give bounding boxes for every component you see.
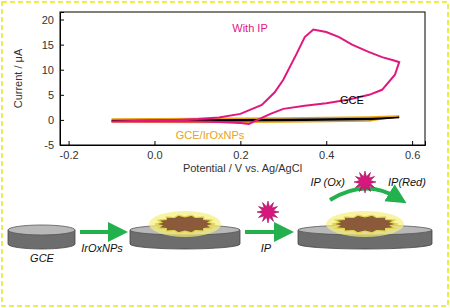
arrow	[245, 230, 284, 234]
x-tick: 0.2	[233, 141, 248, 161]
y-tick-mark	[60, 70, 64, 71]
x-tick-label: 0.2	[233, 149, 248, 161]
x-tick: 0.0	[147, 141, 162, 161]
nanoparticles	[326, 211, 404, 237]
electrode	[8, 225, 75, 249]
series-label: GCE	[340, 94, 364, 106]
arrow	[80, 230, 118, 234]
diagram-label: IP(Red)	[388, 176, 426, 188]
y-tick-mark	[60, 120, 64, 121]
nanoparticle-cluster	[332, 215, 398, 233]
analyte-molecule	[354, 171, 376, 193]
y-tick-label: 5	[48, 89, 54, 101]
x-tick-mark	[412, 141, 413, 145]
electrode-top	[8, 225, 75, 235]
y-tick: 5	[48, 89, 64, 101]
diagram-label: IP (Ox)	[311, 176, 346, 188]
border	[2, 2, 448, 306]
nanoparticle-glow	[326, 211, 404, 237]
figure: -0.2 0.0 0.2 0.4 0.6 -5 0 5 10 15 20 Potential / V …	[0, 0, 450, 308]
y-tick: 10	[42, 64, 64, 76]
y-tick-mark	[60, 45, 64, 46]
cv-curve	[112, 30, 400, 124]
y-tick: -5	[44, 139, 64, 151]
y-tick-label: 15	[42, 39, 54, 51]
diagram: GCE IrOxNPs IP IP (Ox) IP(Red)	[8, 171, 432, 264]
y-axis: -5 0 5 10 15 20	[42, 13, 64, 152]
x-tick: 0.6	[405, 141, 420, 161]
y-tick-mark	[60, 145, 64, 146]
x-tick-mark	[154, 141, 155, 145]
y-tick: 20	[42, 14, 64, 26]
analyte-molecule	[257, 201, 279, 223]
y-axis-line	[61, 13, 65, 146]
diagram-label: IP	[261, 242, 272, 254]
x-tick-label: 0.4	[319, 149, 334, 161]
y-tick-label: 20	[42, 14, 54, 26]
y-tick-label: -5	[44, 139, 54, 151]
nanoparticle-cluster	[155, 215, 215, 233]
x-axis: -0.2 0.0 0.2 0.4 0.6	[60, 141, 426, 161]
series-label: GCE/IrOxNPs	[176, 129, 245, 141]
plot-area	[112, 30, 400, 124]
x-tick: 0.4	[319, 141, 334, 161]
x-tick-mark	[69, 141, 70, 145]
y-tick-label: 10	[42, 64, 54, 76]
y-tick: 0	[48, 114, 64, 126]
diagram-label: GCE	[30, 252, 55, 264]
x-tick-label: 0.0	[147, 149, 162, 161]
series-label: With IP	[232, 22, 267, 34]
x-axis-title: Potential / V vs. Ag/AgCl	[183, 162, 302, 174]
y-axis-title: Current / μA	[12, 48, 24, 108]
y-tick: 15	[42, 39, 64, 51]
x-tick-label: 0.6	[405, 149, 420, 161]
plot-frame	[60, 12, 425, 145]
x-tick: -0.2	[60, 141, 79, 161]
nanoparticle-glow	[149, 211, 221, 237]
x-tick-label: -0.2	[60, 149, 79, 161]
diagram-label: IrOxNPs	[81, 242, 123, 254]
y-tick-label: 0	[48, 114, 54, 126]
y-tick-mark	[60, 20, 64, 21]
x-tick-mark	[240, 141, 241, 145]
x-tick-mark	[326, 141, 327, 145]
y-tick-mark	[60, 95, 64, 96]
x-axis-line	[61, 141, 426, 146]
nanoparticles	[149, 211, 221, 237]
